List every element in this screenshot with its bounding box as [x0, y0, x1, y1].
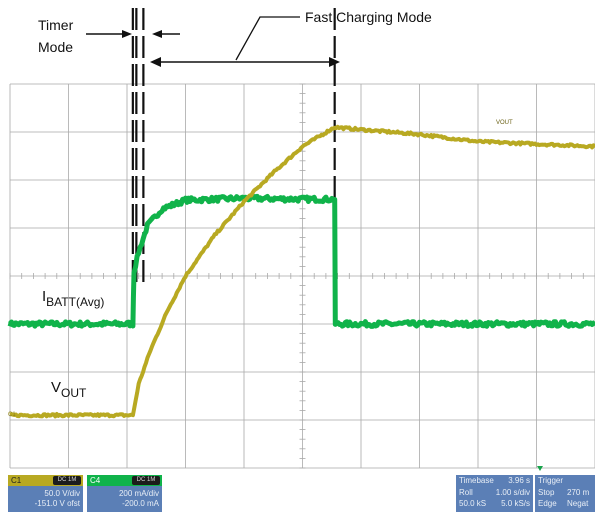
- c4-offset: -200.0 mA: [122, 499, 159, 508]
- timer-arrowhead-right: [152, 30, 162, 38]
- ibatt-trace: [7, 193, 595, 329]
- timer-mode-label-line2: Mode: [38, 39, 73, 55]
- vout-trace: [9, 124, 595, 419]
- c1-scale: 50.0 V/div: [44, 489, 80, 498]
- vout-label-subscript: OUT: [61, 386, 87, 400]
- c4-label: C4: [90, 476, 101, 485]
- c4-scale: 200 mA/div: [118, 489, 159, 498]
- fast-charging-mode-label: Fast Charging Mode: [305, 9, 432, 25]
- channel-c4-box[interactable]: C4 DC 1M 200 mA/div -200.0 mA: [87, 475, 162, 512]
- vout-trace-tag: VOUT: [496, 120, 513, 126]
- trigger-type: Edge: [538, 499, 557, 508]
- c1-header: C1 DC 1M: [8, 475, 83, 486]
- vout-label-main: V: [51, 379, 61, 396]
- annotations: Timer Mode Fast Charging Mode IBATT(Avg)…: [8, 9, 513, 418]
- timebase-rate: 5.0 kS/s: [501, 499, 530, 508]
- channel-c1-box[interactable]: C1 DC 1M 50.0 V/div -151.0 V ofst: [8, 475, 83, 512]
- timebase-per-div: 1.00 s/div: [495, 488, 530, 497]
- ibatt-label: IBATT(Avg): [42, 288, 104, 309]
- trigger-level: 270 m: [567, 488, 590, 497]
- ibatt-label-main: I: [42, 288, 46, 305]
- timebase-label: Timebase: [459, 476, 494, 485]
- c1-offset: -151.0 V ofst: [34, 499, 80, 508]
- c4-ground-marker: C4: [8, 321, 16, 327]
- fast-charging-arrowhead-left: [150, 57, 161, 67]
- c1-ground-marker: C1: [8, 412, 16, 418]
- timer-arrowhead-left: [122, 30, 132, 38]
- timebase-samples: 50.0 kS: [459, 499, 487, 508]
- timebase-box[interactable]: Timebase 3.96 s Roll 1.00 s/div 50.0 kS …: [456, 475, 533, 512]
- vout-label: VOUT: [51, 379, 87, 400]
- trigger-box[interactable]: Trigger Stop 270 m Edge Negat: [535, 475, 595, 512]
- trigger-position-marker: [537, 466, 543, 471]
- c1-coupling-badge: DC 1M: [53, 476, 81, 485]
- trigger-label: Trigger: [538, 476, 564, 485]
- trigger-state: Stop: [538, 488, 555, 497]
- fast-charging-arrowhead-right: [329, 57, 340, 67]
- timer-mode-label-line1: Timer: [38, 17, 74, 33]
- fast-charging-leader-line: [235, 16, 300, 61]
- c1-label: C1: [11, 476, 22, 485]
- c4-coupling-badge: DC 1M: [132, 476, 160, 485]
- timebase-mode: Roll: [459, 488, 473, 497]
- c4-header: C4 DC 1M: [87, 475, 162, 486]
- traces: [7, 124, 595, 419]
- timebase-value: 3.96 s: [508, 476, 530, 485]
- trigger-slope: Negat: [567, 499, 589, 508]
- ibatt-label-subscript: BATT(Avg): [46, 295, 104, 309]
